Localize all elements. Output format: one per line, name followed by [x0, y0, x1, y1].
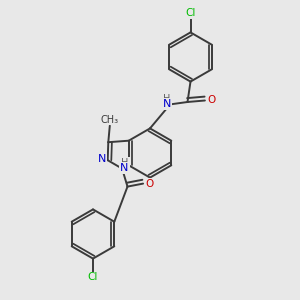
Text: Cl: Cl [88, 272, 98, 283]
Text: O: O [207, 95, 216, 106]
Text: Cl: Cl [185, 8, 196, 18]
Text: N: N [98, 154, 106, 164]
Text: O: O [146, 178, 154, 189]
Text: H: H [164, 94, 171, 104]
Text: CH₃: CH₃ [101, 115, 119, 125]
Text: H: H [122, 158, 129, 168]
Text: N: N [120, 163, 129, 173]
Text: N: N [163, 99, 171, 109]
